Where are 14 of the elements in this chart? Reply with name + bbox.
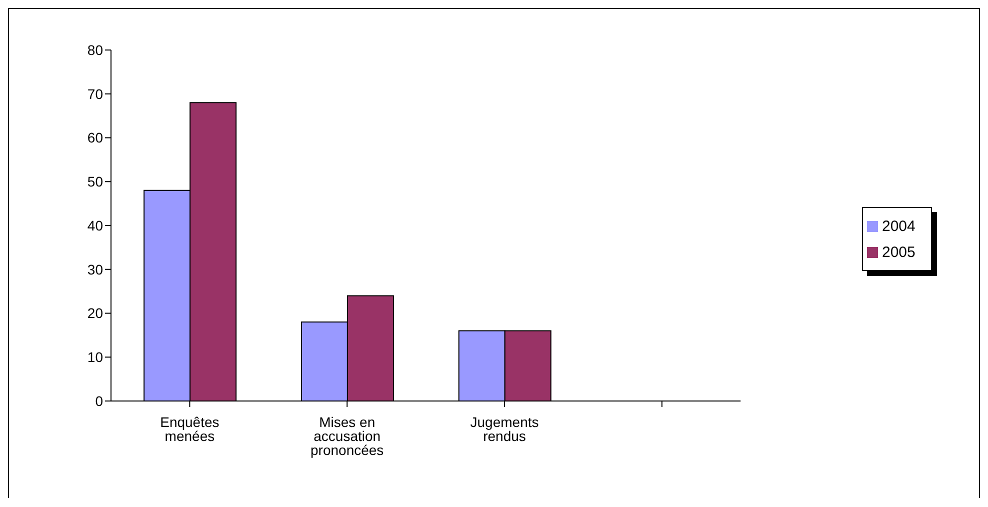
y-tick-label: 60 <box>87 130 104 146</box>
y-tick-label: 80 <box>87 42 104 58</box>
y-tick-label: 50 <box>87 174 104 190</box>
y-tick-label: 10 <box>87 349 104 366</box>
y-tick-label: 30 <box>87 261 104 278</box>
y-tick-label: 40 <box>87 217 104 234</box>
y-tick-label: 20 <box>87 305 104 322</box>
x-tick-label: Jugements rendus <box>470 414 539 444</box>
x-tick-label: Enquêtes menées <box>160 414 220 444</box>
legend-label: 2004 <box>882 218 916 235</box>
y-tick-label: 0 <box>95 392 104 409</box>
legend-label: 2005 <box>882 244 916 261</box>
x-tick-label: Mises en accusation prononcées <box>310 414 384 458</box>
y-tick-label: 70 <box>87 86 104 102</box>
